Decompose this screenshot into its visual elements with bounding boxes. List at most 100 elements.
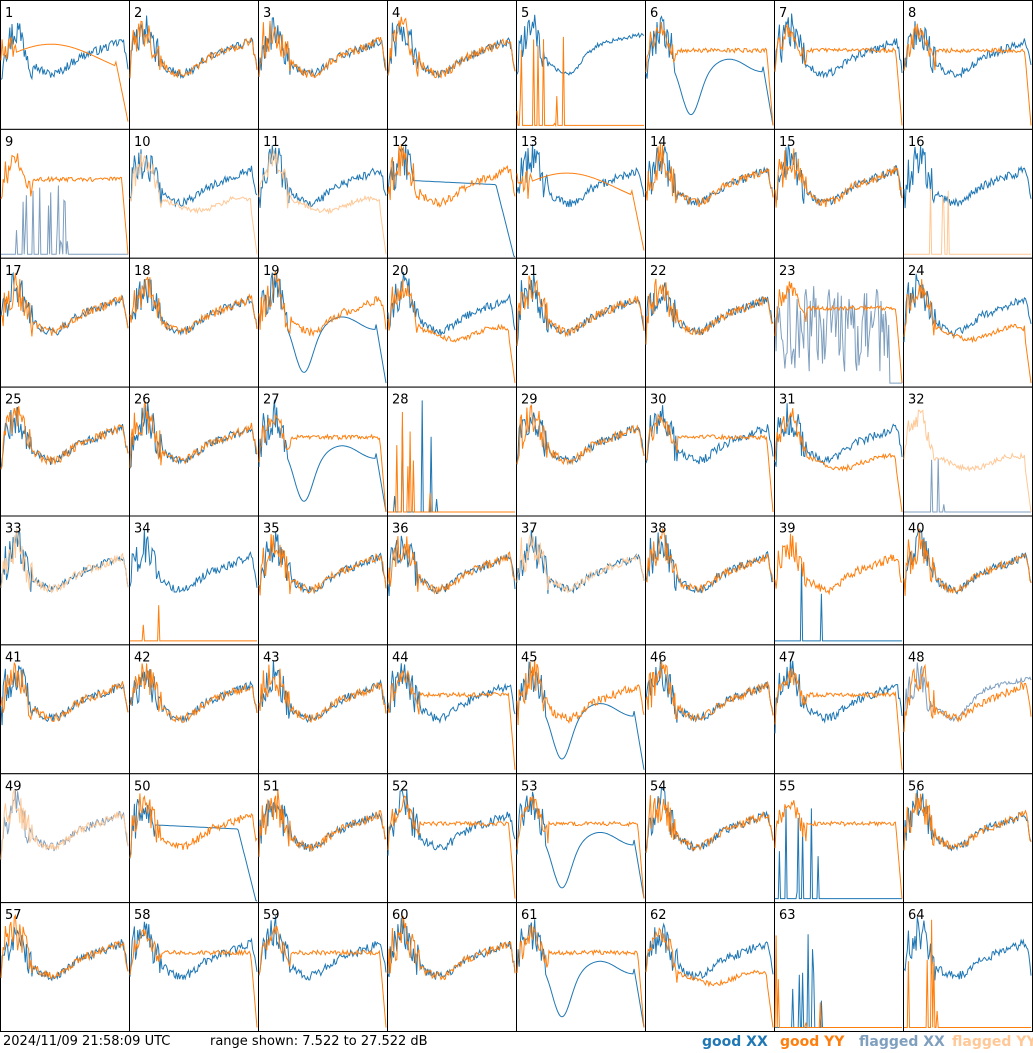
tile-frame [903,257,1033,388]
series-yy [774,281,903,384]
tile-label: 20 [392,264,409,279]
tile-label: 39 [779,522,796,537]
series-yy [516,404,645,466]
tile-34: 34 [129,515,259,646]
series-xx [774,659,903,734]
series-yy [387,795,516,899]
tile-label: 34 [134,522,151,537]
tile-frame [387,0,517,130]
tile-label: 38 [650,522,667,537]
series-yy [516,659,645,726]
series-yy [516,275,645,346]
tile-frame [774,773,904,904]
series-yy [0,153,129,255]
series-xx [903,273,1032,343]
tile-label: 37 [521,522,538,537]
tile-label: 14 [650,135,667,150]
tile-label: 30 [650,393,667,408]
series-yy [0,913,129,980]
tile-frame [258,515,388,646]
tile-32: 32 [903,386,1033,517]
tile-44: 44 [387,644,517,775]
series-yy [774,533,903,596]
tile-label: 33 [5,522,22,537]
series-yy [645,278,774,345]
tile-19: 19 [258,257,388,388]
tile-5: 5 [516,0,646,130]
tile-label: 28 [392,393,409,408]
series-xx [903,662,1032,733]
tile-label: 29 [521,393,538,408]
series-yy [903,663,1032,732]
tile-50: 50 [129,773,259,904]
tile-label: 11 [263,135,280,150]
tile-35: 35 [258,515,388,646]
tile-label: 48 [908,650,925,665]
series-yy [516,796,645,899]
series-yy [516,534,645,594]
tile-label: 1 [5,6,13,21]
tile-label: 21 [521,264,538,279]
tile-label: 45 [521,650,538,665]
tile-label: 62 [650,908,667,923]
tile-64: 64 [903,902,1033,1032]
tile-label: 46 [650,650,667,665]
series-yy [387,536,516,595]
series-xx [645,15,774,126]
series-xx [774,403,903,467]
tile-frame [774,902,904,1032]
tile-9: 9 [0,128,130,259]
series-xx [387,271,516,337]
tile-frame [387,128,517,259]
tile-label: 60 [392,908,409,923]
tile-41: 41 [0,644,130,775]
series-yy [645,927,774,1028]
tile-label: 22 [650,264,667,279]
tile-label: 4 [392,6,400,21]
series-yy [0,272,129,337]
tile-frame [516,0,646,130]
series-xx [516,791,645,899]
footer: 2024/11/09 21:58:09 UTC range shown: 7.5… [0,1032,1033,1053]
tile-label: 3 [263,6,271,21]
tile-label: 44 [392,650,409,665]
series-xx [258,145,387,208]
series-yy [645,661,774,722]
tile-frame [0,644,130,775]
tile-label: 9 [5,135,13,150]
tile-frame [258,128,388,259]
series-yy [645,795,774,853]
series-yy [129,793,258,859]
tile-label: 5 [521,6,529,21]
tile-label: 41 [5,650,22,665]
tile-label: 63 [779,908,796,923]
series-yy [774,668,903,770]
series-yy [387,279,516,384]
tile-55: 55 [774,773,904,904]
series-xx [387,789,516,856]
tile-frame [903,0,1033,130]
tile-13: 13 [516,128,646,259]
tile-label: 35 [263,522,280,537]
series-yy [516,36,644,128]
series-xx [258,272,387,384]
tile-frame [387,902,517,1032]
series-yy [0,406,129,470]
legend-good-xx: good XX [702,1034,768,1050]
tile-53: 53 [516,773,646,904]
tile-frame [903,773,1033,904]
tile-label: 61 [521,908,538,923]
series-yy [516,925,645,1028]
series-yy [387,144,516,208]
series-yy [129,928,258,1028]
tile-frame [774,386,904,517]
timestamp: 2024/11/09 21:58:09 UTC [3,1034,171,1049]
tile-58: 58 [129,902,259,1032]
tile-61: 61 [516,902,646,1032]
series-yy [904,919,1031,1028]
tile-label: 27 [263,393,280,408]
tile-frame [0,128,130,259]
tile-12: 12 [387,128,517,259]
tile-49: 49 [0,773,130,904]
